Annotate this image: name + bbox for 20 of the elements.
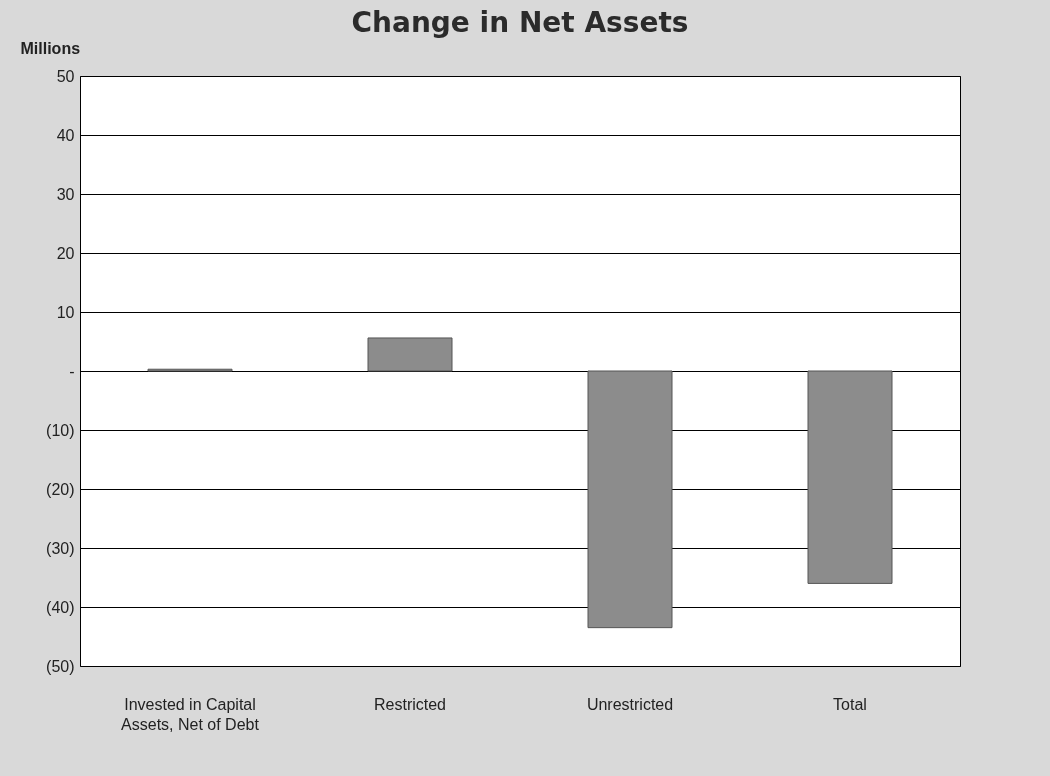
y-tick-label: (20) bbox=[46, 480, 75, 498]
y-axis-title: Millions bbox=[20, 39, 81, 57]
x-tick-label: Unrestricted bbox=[586, 695, 674, 713]
x-tick-label: Total bbox=[833, 695, 867, 713]
y-tick-label: 10 bbox=[56, 303, 75, 321]
y-tick-label: 50 bbox=[56, 67, 75, 85]
x-tick-label: Restricted bbox=[373, 695, 447, 713]
chart-title: Change in Net Assets bbox=[351, 6, 689, 39]
y-tick-label: 20 bbox=[56, 244, 75, 262]
y-tick-label: (30) bbox=[46, 539, 75, 557]
bar bbox=[587, 370, 673, 629]
y-tick-label: - bbox=[69, 362, 75, 380]
y-tick-label: 30 bbox=[56, 185, 75, 203]
bar bbox=[367, 337, 453, 372]
y-tick-label: (50) bbox=[46, 657, 75, 675]
y-tick-label: (10) bbox=[46, 421, 75, 439]
bar bbox=[807, 370, 893, 584]
y-tick-label: (40) bbox=[46, 598, 75, 616]
y-tick-label: 40 bbox=[56, 126, 75, 144]
x-tick-label: Invested in Capital Assets, Net of Debt bbox=[121, 695, 260, 733]
